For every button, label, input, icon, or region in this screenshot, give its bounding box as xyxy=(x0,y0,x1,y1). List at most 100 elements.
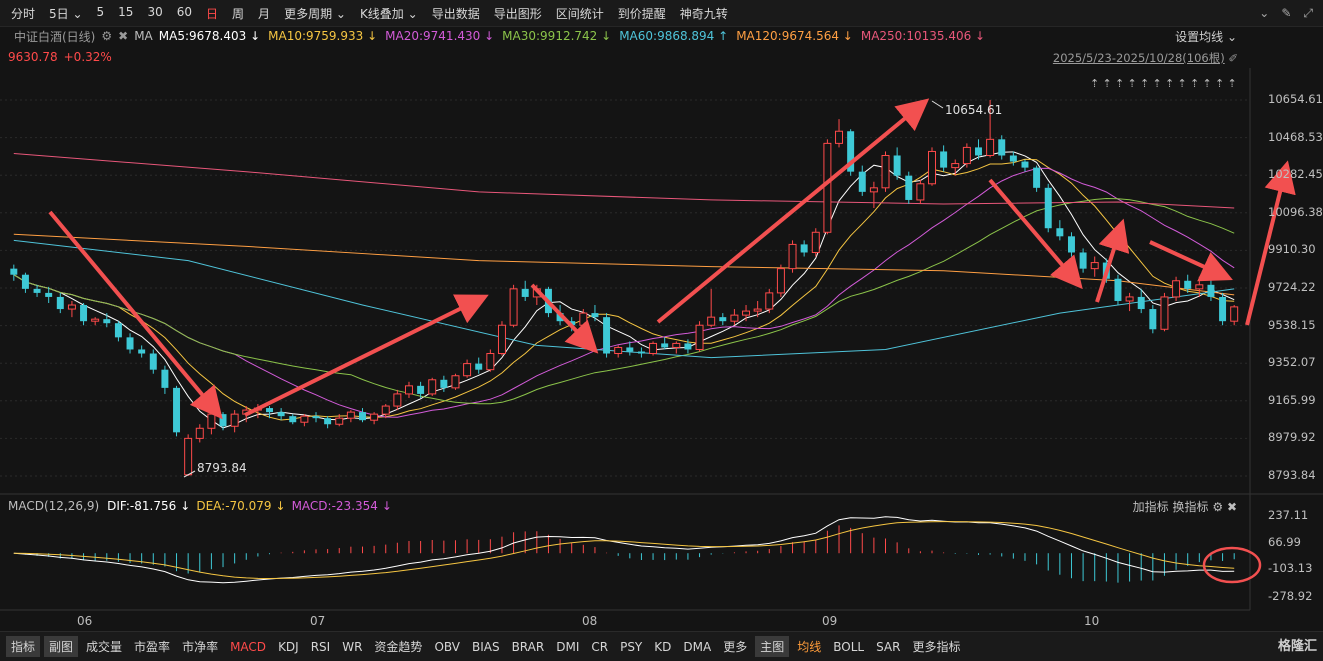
pen-icon[interactable]: ✎ xyxy=(1281,5,1292,20)
candle-body xyxy=(579,312,588,326)
price-tick: 8793.84 xyxy=(1268,468,1316,482)
indicator-tab[interactable]: BOLL xyxy=(833,639,865,654)
ma60-line xyxy=(13,239,1235,359)
period-11[interactable]: 导出数据 xyxy=(431,6,480,21)
candle-body xyxy=(695,324,704,350)
candle-body xyxy=(486,353,495,371)
low-label: 8793.84 xyxy=(197,461,247,475)
close-icon[interactable]: ✖ xyxy=(118,29,129,43)
candle-body xyxy=(149,353,157,370)
period-13[interactable]: 区间统计 xyxy=(555,6,604,21)
period-12[interactable]: 导出图形 xyxy=(493,6,542,21)
dea-line xyxy=(13,521,1235,580)
trend-arrow xyxy=(1095,218,1130,303)
candle-body xyxy=(1056,228,1064,237)
indicator-tab[interactable]: DMI xyxy=(556,639,580,654)
indicator-tab[interactable]: CR xyxy=(591,639,609,654)
indicator-tab[interactable]: 更多 xyxy=(723,640,748,654)
candle-body xyxy=(986,138,995,156)
indicator-tab[interactable]: OBV xyxy=(434,639,460,654)
indicator-tab[interactable]: BIAS xyxy=(471,639,500,654)
candle-body xyxy=(614,346,623,355)
candle-body xyxy=(742,310,751,316)
close-icon[interactable]: ✖ xyxy=(1226,500,1237,514)
period-10[interactable]: K线叠加 ⌄ xyxy=(359,6,418,21)
candle-body xyxy=(893,155,901,176)
indicator-tab[interactable]: MACD xyxy=(230,639,267,654)
period-0[interactable]: 分时 xyxy=(11,6,36,21)
period-3[interactable]: 15 xyxy=(118,4,134,19)
indicator-tab[interactable]: SAR xyxy=(876,639,901,654)
chevron-down-circle-icon[interactable]: ⌄ xyxy=(1259,5,1270,20)
high-pointer xyxy=(931,100,944,109)
period-9[interactable]: 更多周期 ⌄ xyxy=(284,6,346,21)
candle-body xyxy=(277,412,285,417)
change-indicator-button[interactable]: 换指标 xyxy=(1172,500,1209,514)
indicator-tab[interactable]: DMA xyxy=(683,639,712,654)
price-tick: 9910.30 xyxy=(1268,242,1316,257)
candle-body xyxy=(1125,296,1134,302)
macd-arrow: ↓ xyxy=(381,499,392,513)
period-15[interactable]: 神奇九转 xyxy=(679,6,728,21)
price-tick: 9538.15 xyxy=(1268,317,1316,332)
indicator-tab[interactable]: KDJ xyxy=(278,639,299,654)
set-ma-button[interactable]: 设置均线 ⌄ xyxy=(1175,30,1237,44)
candle-body xyxy=(1195,284,1204,290)
indicator-tab[interactable]: 指标 xyxy=(6,636,41,657)
ma-legend-item: MA30:9912.742 ↓ xyxy=(502,29,612,43)
date-tick: 07 xyxy=(310,614,326,628)
period-6[interactable]: 日 xyxy=(206,6,219,21)
ma120-line xyxy=(13,233,1235,296)
candle-body xyxy=(951,163,960,169)
candle-body xyxy=(207,413,216,429)
candle-body xyxy=(1021,161,1029,168)
candle-body xyxy=(1184,280,1192,289)
period-2[interactable]: 5 xyxy=(96,4,105,19)
macd-value: MACD:-23.354 xyxy=(291,499,378,513)
indicator-tab[interactable]: PSY xyxy=(620,639,643,654)
add-indicator-button[interactable]: 加指标 xyxy=(1132,500,1169,514)
period-5[interactable]: 60 xyxy=(176,4,193,19)
indicator-tab[interactable]: WR xyxy=(342,639,363,654)
gear-icon[interactable]: ⚙ xyxy=(1212,500,1224,514)
indicator-tab[interactable]: BRAR xyxy=(511,639,545,654)
trend-arrows xyxy=(48,98,1296,420)
indicator-tab[interactable]: 主图 xyxy=(755,636,790,657)
candle-body xyxy=(1160,296,1169,330)
candle-body xyxy=(975,147,982,156)
candle-body xyxy=(45,292,53,297)
candle-body xyxy=(1044,187,1052,229)
period-4[interactable]: 30 xyxy=(147,4,163,19)
ma-legend: 中证白酒(日线) ⚙ ✖ MA MA5:9678.403 ↓ MA10:9759.… xyxy=(0,26,1323,46)
indicator-tab[interactable]: 副图 xyxy=(44,636,79,657)
candle-body xyxy=(1090,262,1099,270)
indicator-tab[interactable]: 成交量 xyxy=(86,640,123,654)
period-1[interactable]: 5日 ⌄ xyxy=(49,6,83,21)
candle-body xyxy=(1114,278,1122,301)
period-7[interactable]: 周 xyxy=(232,6,245,21)
gear-icon[interactable]: ⚙ xyxy=(101,29,113,43)
period-8[interactable]: 月 xyxy=(258,6,271,21)
candle-body xyxy=(80,305,88,322)
price-grid xyxy=(0,68,1323,611)
indicator-tab[interactable]: 均线 xyxy=(797,640,822,654)
candle-body xyxy=(393,393,402,407)
candle-body xyxy=(591,313,599,318)
indicator-tab[interactable]: KD xyxy=(654,639,672,654)
indicator-tab[interactable]: RSI xyxy=(310,639,331,654)
up-marker: ⇡ xyxy=(1203,77,1212,90)
indicator-tab[interactable]: 市盈率 xyxy=(134,640,171,654)
candle-body xyxy=(776,268,785,294)
fullscreen-icon[interactable]: ⤢ xyxy=(1303,5,1313,20)
period-14[interactable]: 到价提醒 xyxy=(617,6,666,21)
dea-value: DEA:-70.079 xyxy=(196,499,272,513)
last-price: 9630.78 xyxy=(8,50,58,64)
price-row: 9630.78 +0.32% xyxy=(0,46,1323,68)
indicator-tab[interactable]: 市净率 xyxy=(182,640,219,654)
candle-body xyxy=(847,131,855,172)
indicator-tab[interactable]: 更多指标 xyxy=(912,640,961,654)
indicator-tab[interactable]: 资金趋势 xyxy=(374,640,423,654)
candle-body xyxy=(161,369,169,388)
